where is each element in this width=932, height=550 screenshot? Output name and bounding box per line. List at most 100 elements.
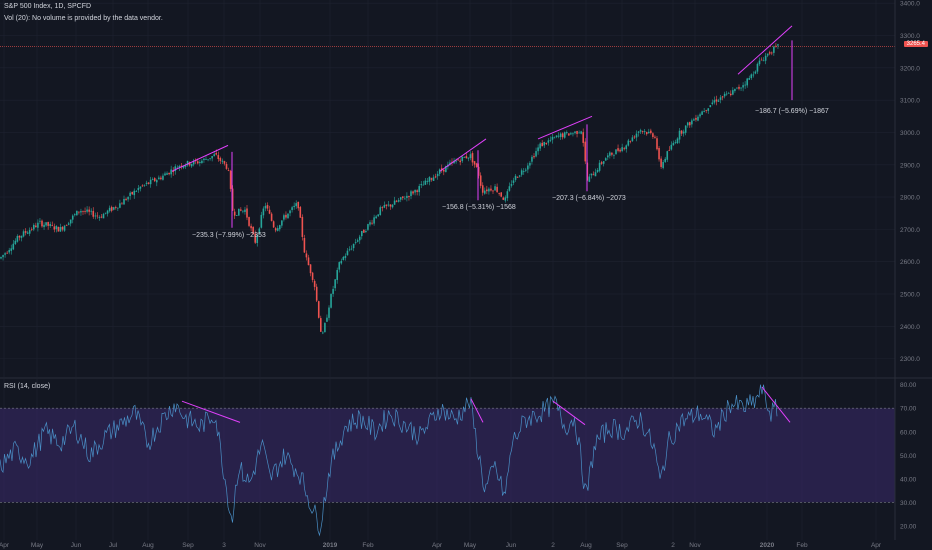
candle-body — [645, 132, 648, 135]
divergence-line-rsi — [181, 400, 241, 423]
candle-body — [619, 149, 621, 152]
rsi-band — [0, 408, 895, 503]
candle-body — [135, 191, 138, 193]
candle-body — [467, 157, 470, 159]
candle-body — [777, 44, 779, 46]
candle-body — [119, 203, 121, 208]
candle-body — [295, 203, 297, 207]
candle-body — [35, 225, 37, 228]
volume-note: Vol (20): No volume is provided by the d… — [4, 15, 163, 22]
candle-body — [223, 161, 226, 164]
candle-body — [352, 243, 355, 249]
candle-body — [344, 255, 347, 258]
candle-body — [270, 213, 273, 221]
candle-body — [473, 161, 476, 165]
price-tick-label: 2500.0 — [900, 292, 920, 299]
time-tick-label: Feb — [362, 542, 374, 549]
candle-body — [535, 151, 537, 157]
candle-body — [258, 228, 261, 234]
candle-body — [691, 120, 693, 125]
time-tick-label: Apr — [871, 542, 882, 549]
candle-body — [561, 133, 564, 138]
candle-body — [197, 161, 199, 164]
candle-body — [684, 125, 687, 133]
candle-body — [678, 130, 681, 140]
candle-body — [613, 155, 615, 157]
time-tick-label: 2019 — [323, 542, 338, 549]
time-tick-label: 2 — [671, 542, 675, 549]
candle-body — [572, 133, 574, 135]
candle-body — [682, 131, 685, 134]
candle-body — [430, 178, 433, 180]
candle-body — [176, 167, 179, 169]
candle-body — [238, 208, 240, 216]
candle-body — [643, 131, 646, 132]
candle-body — [539, 143, 541, 149]
candle-body — [367, 224, 369, 230]
candle-body — [721, 96, 724, 98]
candle-body — [732, 90, 734, 95]
candle-body — [393, 200, 396, 205]
candle-body — [672, 142, 675, 146]
candle-body — [320, 318, 322, 332]
divergence-line-price — [737, 25, 793, 75]
candle-body — [6, 252, 8, 254]
candle-body — [289, 210, 291, 214]
time-tick-label: Nov — [689, 542, 701, 549]
candle-body — [74, 214, 76, 216]
candle-body — [262, 208, 265, 216]
price-tick-label: 3000.0 — [900, 130, 920, 137]
candle-body — [422, 184, 425, 186]
candle-body — [365, 230, 367, 232]
candle-body — [746, 78, 748, 86]
candle-body — [658, 147, 660, 160]
candle-body — [92, 210, 95, 217]
candle-body — [80, 211, 82, 213]
candle-body — [592, 174, 595, 176]
candle-body — [451, 161, 453, 163]
candle-body — [750, 74, 753, 79]
candle-body — [574, 131, 576, 134]
candle-body — [764, 55, 767, 61]
candle-body — [664, 158, 666, 162]
candle-body — [434, 176, 437, 178]
candle-body — [115, 207, 117, 209]
candle-body — [199, 161, 201, 164]
candle-body — [28, 230, 31, 234]
candle-body — [582, 132, 584, 143]
candle-body — [256, 235, 259, 244]
time-tick-label: 3 — [222, 542, 226, 549]
candle-body — [385, 204, 388, 206]
candle-body — [285, 214, 287, 218]
rsi-title: RSI (14, close) — [4, 383, 51, 390]
candle-body — [713, 100, 716, 103]
candle-body — [250, 225, 252, 229]
candle-body — [305, 253, 308, 258]
candle-body — [543, 141, 546, 146]
candle-body — [443, 169, 445, 172]
candle-body — [24, 231, 27, 233]
candle-body — [660, 158, 662, 167]
candle-body — [541, 142, 543, 147]
candle-body — [375, 216, 377, 219]
candle-body — [559, 133, 562, 137]
candle-body — [332, 288, 334, 294]
candle-body — [174, 166, 177, 172]
candle-body — [615, 149, 617, 155]
price-tick-label: 2700.0 — [900, 227, 920, 234]
candle-body — [553, 137, 556, 139]
candle-body — [518, 175, 521, 177]
candle-body — [47, 222, 49, 226]
candle-body — [465, 156, 468, 159]
candle-body — [502, 197, 505, 200]
candle-body — [266, 205, 269, 209]
candle-body — [754, 71, 757, 74]
price-tick-label: 2900.0 — [900, 162, 920, 169]
candle-body — [86, 209, 88, 212]
candle-body — [297, 201, 300, 209]
candle-body — [328, 307, 330, 318]
candle-body — [590, 173, 593, 176]
candle-body — [486, 189, 488, 192]
candle-body — [252, 226, 254, 235]
